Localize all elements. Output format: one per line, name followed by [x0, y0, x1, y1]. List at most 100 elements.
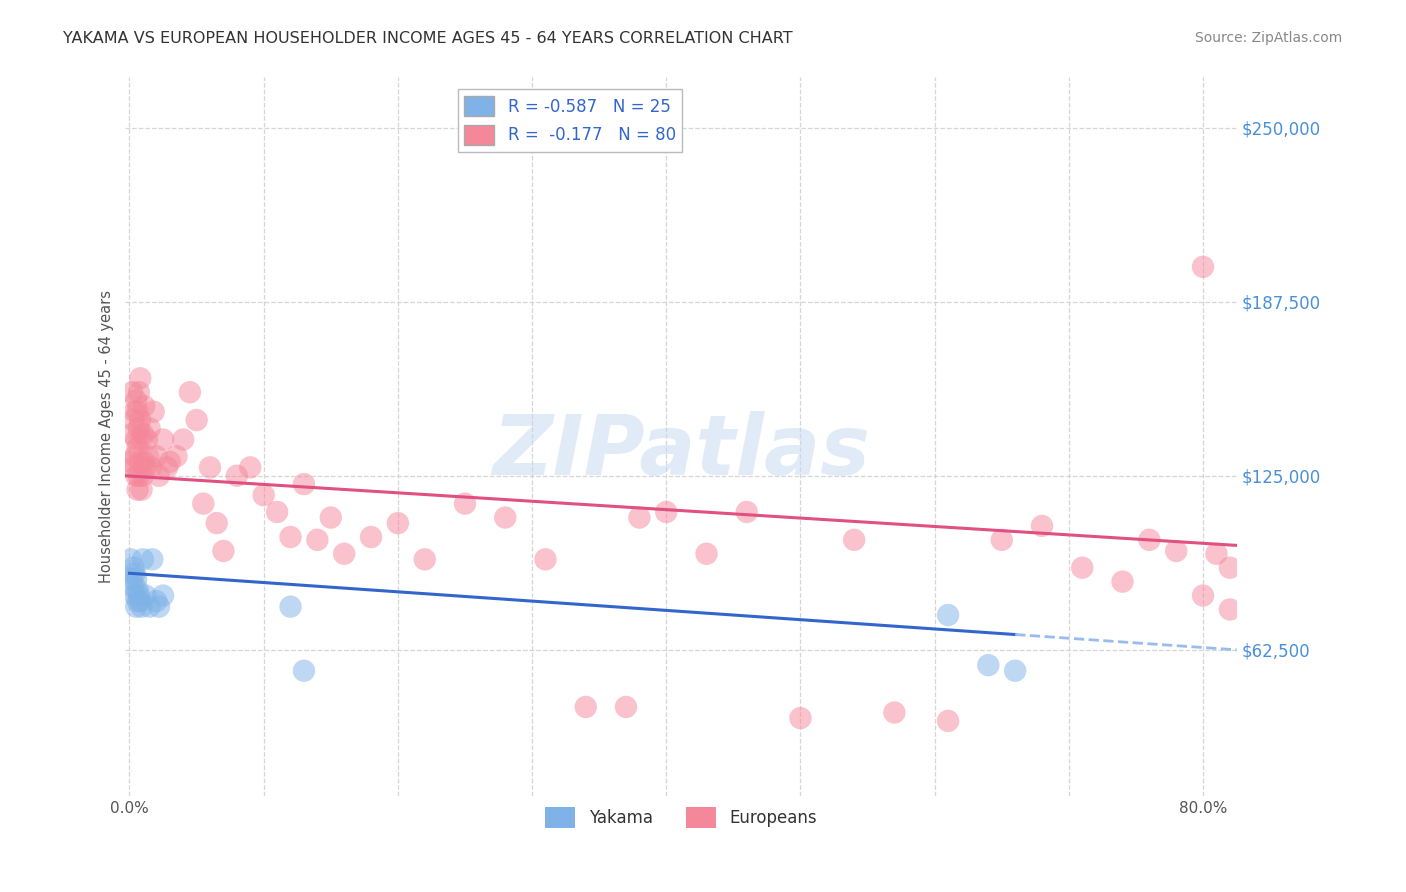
- Point: [1192, 589, 1215, 603]
- Point: [127, 483, 149, 497]
- Point: [152, 433, 174, 447]
- Point: [280, 599, 302, 614]
- Point: [128, 589, 150, 603]
- Point: [319, 510, 342, 524]
- Point: [614, 700, 637, 714]
- Point: [131, 483, 153, 497]
- Point: [121, 385, 143, 400]
- Point: [193, 497, 215, 511]
- Point: [307, 533, 329, 547]
- Point: [138, 421, 160, 435]
- Point: [292, 477, 315, 491]
- Point: [883, 706, 905, 720]
- Point: [655, 505, 678, 519]
- Point: [129, 594, 152, 608]
- Point: [1192, 260, 1215, 274]
- Y-axis label: Householder Income Ages 45 - 64 years: Householder Income Ages 45 - 64 years: [100, 290, 114, 583]
- Point: [134, 399, 156, 413]
- Point: [139, 460, 162, 475]
- Point: [454, 497, 477, 511]
- Point: [132, 427, 155, 442]
- Point: [575, 700, 598, 714]
- Point: [131, 599, 153, 614]
- Point: [166, 450, 188, 464]
- Point: [186, 413, 208, 427]
- Point: [179, 385, 201, 400]
- Text: ZIPatlas: ZIPatlas: [492, 410, 870, 491]
- Point: [127, 594, 149, 608]
- Text: YAKAMA VS EUROPEAN HOUSEHOLDER INCOME AGES 45 - 64 YEARS CORRELATION CHART: YAKAMA VS EUROPEAN HOUSEHOLDER INCOME AG…: [63, 31, 793, 46]
- Point: [145, 450, 167, 464]
- Point: [125, 433, 148, 447]
- Point: [120, 455, 142, 469]
- Point: [280, 530, 302, 544]
- Point: [628, 510, 651, 524]
- Point: [135, 589, 157, 603]
- Legend: Yakama, Europeans: Yakama, Europeans: [538, 801, 824, 835]
- Point: [145, 594, 167, 608]
- Point: [225, 468, 247, 483]
- Point: [129, 371, 152, 385]
- Point: [212, 544, 235, 558]
- Point: [141, 552, 163, 566]
- Point: [122, 560, 145, 574]
- Point: [534, 552, 557, 566]
- Point: [360, 530, 382, 544]
- Point: [205, 516, 228, 530]
- Point: [127, 582, 149, 597]
- Point: [152, 589, 174, 603]
- Point: [1205, 547, 1227, 561]
- Point: [125, 468, 148, 483]
- Point: [789, 711, 811, 725]
- Point: [122, 580, 145, 594]
- Point: [136, 433, 159, 447]
- Point: [129, 455, 152, 469]
- Point: [1166, 544, 1188, 558]
- Point: [1219, 560, 1241, 574]
- Point: [1111, 574, 1133, 589]
- Point: [124, 450, 146, 464]
- Point: [333, 547, 356, 561]
- Point: [148, 468, 170, 483]
- Point: [127, 405, 149, 419]
- Point: [413, 552, 436, 566]
- Point: [990, 533, 1012, 547]
- Point: [124, 405, 146, 419]
- Point: [142, 405, 165, 419]
- Text: Source: ZipAtlas.com: Source: ZipAtlas.com: [1195, 31, 1343, 45]
- Point: [125, 393, 148, 408]
- Point: [128, 385, 150, 400]
- Point: [198, 460, 221, 475]
- Point: [696, 547, 718, 561]
- Point: [253, 488, 276, 502]
- Point: [128, 421, 150, 435]
- Point: [977, 658, 1000, 673]
- Point: [122, 460, 145, 475]
- Point: [125, 599, 148, 614]
- Point: [292, 664, 315, 678]
- Point: [1137, 533, 1160, 547]
- Point: [136, 450, 159, 464]
- Point: [1071, 560, 1094, 574]
- Point: [124, 589, 146, 603]
- Point: [120, 552, 142, 566]
- Point: [936, 607, 959, 622]
- Point: [132, 552, 155, 566]
- Point: [1031, 519, 1053, 533]
- Point: [936, 714, 959, 728]
- Point: [239, 460, 262, 475]
- Point: [1004, 664, 1026, 678]
- Point: [156, 460, 179, 475]
- Point: [134, 455, 156, 469]
- Point: [124, 566, 146, 581]
- Point: [1219, 602, 1241, 616]
- Point: [138, 599, 160, 614]
- Point: [148, 599, 170, 614]
- Point: [121, 572, 143, 586]
- Point: [129, 413, 152, 427]
- Point: [135, 460, 157, 475]
- Point: [494, 510, 516, 524]
- Point: [159, 455, 181, 469]
- Point: [132, 468, 155, 483]
- Point: [735, 505, 758, 519]
